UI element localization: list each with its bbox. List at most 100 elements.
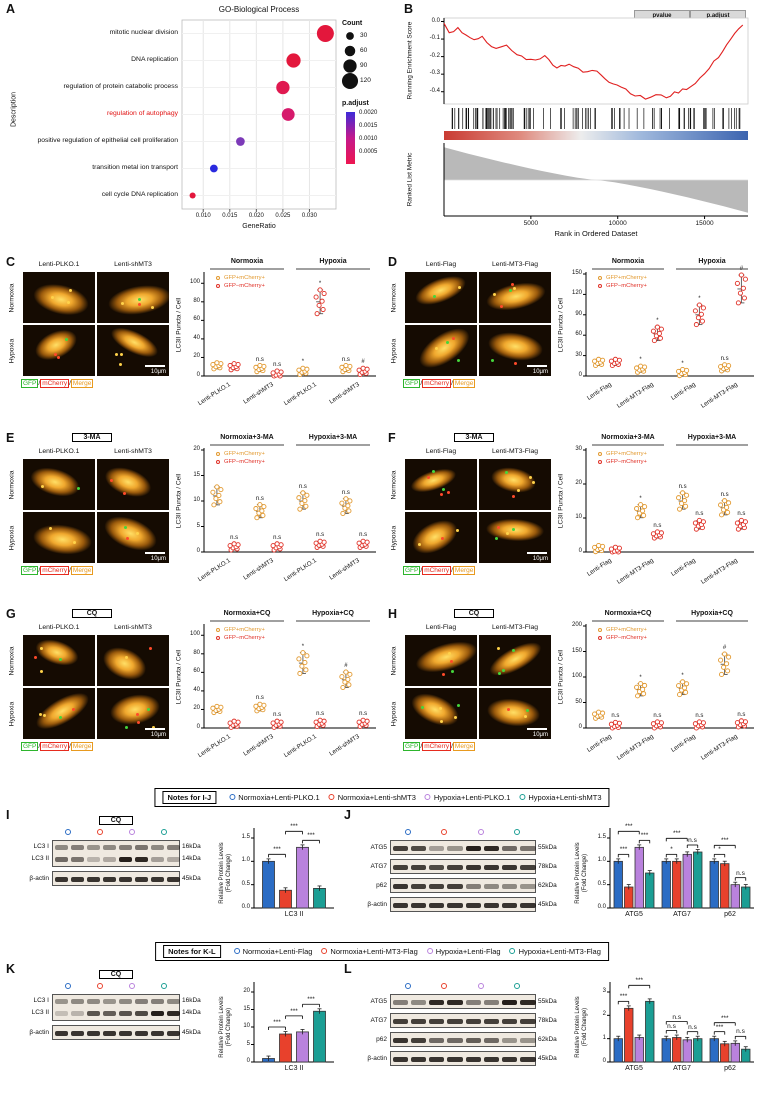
data-point (682, 685, 688, 691)
sig-label: n.s (695, 712, 704, 719)
punctum (123, 526, 127, 530)
band (134, 999, 148, 1004)
kda-label: 55kDa (538, 998, 557, 1005)
a-category: cell cycle DNA replication (101, 190, 178, 198)
data-point (257, 362, 263, 369)
data-point (657, 335, 663, 341)
panel-d: D Lenti-Flag Lenti-MT3-Flag Normoxia Hypoxia… (388, 255, 760, 430)
data-point (638, 363, 644, 369)
band (410, 1000, 426, 1005)
data-point (274, 541, 280, 547)
row-label-text: Hypoxia (8, 525, 16, 550)
micrograph (405, 272, 477, 323)
legend-label: GFP−mCherry+ (224, 635, 265, 641)
kda-label: 78kDa (538, 1017, 557, 1024)
legend-item: Normoxia+Lenti-MT3-Flag (321, 947, 418, 956)
band (86, 845, 100, 850)
punctum (137, 720, 141, 724)
panel-g-label: G (6, 607, 16, 621)
padjust-gradient (346, 112, 355, 164)
group-title: Normoxia (611, 258, 645, 265)
band (483, 903, 499, 908)
band (86, 1011, 100, 1016)
band (54, 1011, 68, 1016)
band (502, 1038, 518, 1043)
channel-mcherry: mCherry (422, 379, 452, 388)
blot-box (390, 878, 536, 893)
sig-label: *** (640, 832, 649, 840)
punctum (440, 492, 444, 496)
row-label-text: Normoxia (8, 282, 16, 313)
panel-a-canvas (181, 19, 359, 212)
y-tick: 100 (189, 631, 200, 638)
band (483, 1000, 499, 1005)
data-point (314, 311, 320, 317)
legend-item: GFP+mCherry+ (216, 627, 316, 635)
data-point (676, 683, 682, 689)
legend-label: Normoxia+Lenti-Flag (242, 946, 313, 956)
band-label: β-actin (29, 1029, 49, 1036)
micrograph (97, 635, 169, 686)
padjust-legend-value: 0.0005 (359, 149, 378, 155)
a-category: DNA replication (131, 55, 178, 63)
sig-label: # (344, 663, 348, 670)
punctum (505, 470, 509, 474)
sig-label: *** (290, 1007, 298, 1015)
data-point (260, 512, 266, 518)
data-point (658, 326, 664, 332)
punctum (125, 655, 129, 659)
channel-gfp: GFP (21, 379, 39, 388)
band (70, 877, 84, 882)
data-point (304, 366, 310, 372)
band (54, 1031, 68, 1036)
band (502, 1000, 518, 1005)
a-dot (286, 53, 301, 68)
legend-item: Normoxia+Lenti-shMT3 (328, 793, 416, 802)
y-tick: 20 (193, 705, 200, 712)
y-tick: 1.5 (241, 834, 250, 840)
kda-label: 55kDa (538, 844, 557, 851)
sig-label: *** (635, 977, 644, 985)
group-marker (404, 983, 411, 989)
group-title: Normoxia+3-MA (601, 434, 655, 441)
data-point (638, 502, 644, 508)
band (166, 857, 180, 862)
y-tick: 120 (571, 290, 582, 297)
panel-b-xlabel: Rank in Ordered Dataset (554, 229, 638, 238)
data-point (654, 324, 660, 330)
data-point (302, 498, 308, 504)
band (134, 877, 148, 882)
padjust-legend-value: 0.0010 (359, 136, 378, 142)
band (166, 1011, 180, 1016)
legend-item: GFP−mCherry+ (598, 459, 698, 467)
band-label: p62 (376, 1036, 387, 1043)
panel-a-title: GO-Biological Process (218, 5, 300, 14)
kda-label: 14kDa (182, 1009, 201, 1016)
data-point (634, 506, 640, 512)
chart-canvas (201, 620, 376, 730)
sig-label: n.s (688, 837, 697, 844)
notes-kl-title: Notes for K-L (163, 945, 221, 958)
punctum (73, 540, 77, 544)
count-legend-value: 90 (360, 62, 368, 69)
treatment-label: 3-MA (454, 433, 494, 442)
channel-merge: Merge (452, 742, 476, 751)
scale-bar-label: 10μm (150, 556, 166, 562)
sig-label: * (639, 357, 642, 364)
y-tick: 5 (196, 522, 200, 529)
bar (709, 1038, 719, 1063)
group-title: Hypoxia+CQ (691, 610, 733, 617)
cell-blob (30, 279, 92, 321)
punctum (439, 707, 443, 711)
punctum (138, 297, 142, 301)
data-point (656, 330, 662, 337)
legend-label: GFP+mCherry+ (606, 451, 647, 457)
y-axis-label-text: Relative Protein Levels (Fold Change) (575, 996, 588, 1058)
punctum (441, 536, 445, 540)
y-tick: 0 (578, 372, 582, 378)
band (465, 1000, 481, 1005)
bar (296, 846, 309, 909)
data-point (339, 500, 345, 506)
band (447, 1057, 463, 1062)
y-tick: 60 (575, 331, 582, 338)
